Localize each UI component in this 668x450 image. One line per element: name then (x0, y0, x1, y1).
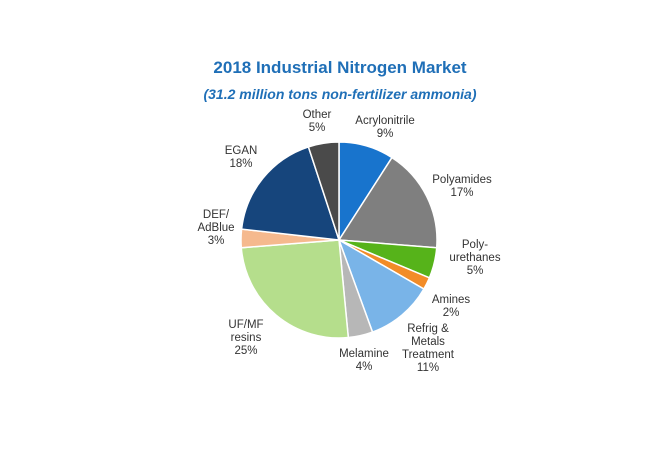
slice-label-refrig-metals-treatment: Refrig & Metals Treatment 11% (402, 323, 455, 374)
pie-slice-polyamides (337, 156, 438, 249)
pie-slice-egan (240, 145, 341, 241)
pie-slice-refrig-metals-treatment (337, 238, 425, 334)
slice-label-amines: Amines 2% (432, 294, 471, 319)
pie-slice-uf-mf-resins (240, 239, 350, 339)
slice-label-uf-mf-resins: UF/MF resins 25% (228, 319, 263, 357)
chart-title: 2018 Industrial Nitrogen Market (213, 58, 467, 77)
slice-label-melamine: Melamine 4% (339, 348, 389, 373)
slice-label-acrylonitrile: Acrylonitrile 9% (355, 115, 414, 140)
slice-label-poly-urethanes: Poly-urethanes 5% (449, 239, 500, 277)
slice-label-polyamides: Polyamides 17% (432, 174, 492, 199)
chart-subtitle: (31.2 million tons non-fertilizer ammoni… (203, 86, 477, 102)
pie-slice-other (307, 141, 340, 241)
slice-label-egan: EGAN 18% (225, 145, 258, 170)
slice-label-def-adblue: DEF/AdBlue 3% (197, 209, 234, 247)
slice-label-other: Other 5% (303, 109, 332, 134)
